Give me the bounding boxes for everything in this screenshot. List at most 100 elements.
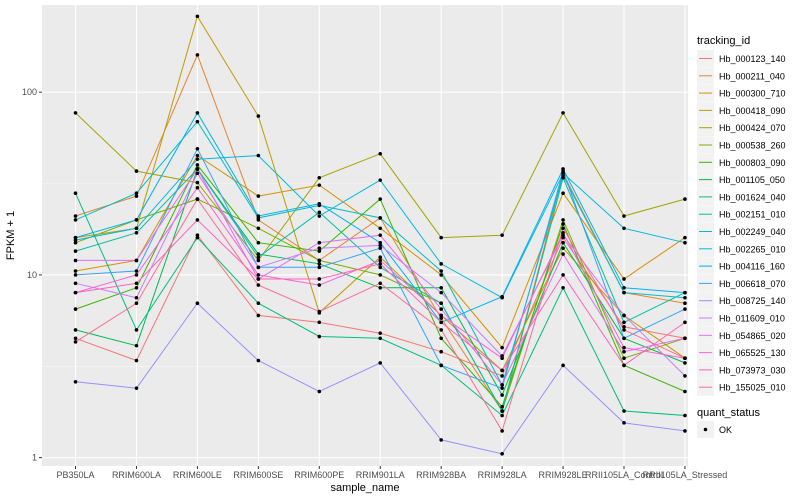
data-point <box>317 283 322 287</box>
data-point <box>256 358 261 363</box>
data-point <box>561 273 565 277</box>
data-point <box>561 231 565 235</box>
x-tick-label: RRIM928LA <box>478 470 527 480</box>
data-point <box>256 283 261 287</box>
x-tick-label: PB350LA <box>57 470 95 480</box>
data-point <box>378 286 383 290</box>
data-point <box>73 214 78 218</box>
data-point <box>317 320 322 325</box>
data-point <box>622 345 626 350</box>
legend-label: Hb_006618_070 <box>719 279 786 289</box>
legend-label: Hb_002151_010 <box>719 210 786 220</box>
data-point <box>73 240 78 245</box>
x-tick-label: RRIM600LE <box>173 470 222 480</box>
data-point <box>561 218 565 222</box>
data-point <box>500 294 504 299</box>
data-point <box>73 380 78 384</box>
data-point <box>134 358 139 363</box>
data-point <box>195 180 200 185</box>
legend-title: tracking_id <box>697 35 750 47</box>
data-point <box>195 197 200 201</box>
data-point <box>134 301 139 306</box>
data-point <box>317 389 322 394</box>
data-point <box>500 386 504 390</box>
x-tick-label: RRIM600SE <box>233 470 283 480</box>
data-point <box>73 111 78 115</box>
legend-label: Hb_155025_010 <box>719 383 786 393</box>
data-point <box>317 175 322 180</box>
data-point <box>622 328 626 332</box>
data-point <box>195 53 200 57</box>
data-point <box>256 214 261 218</box>
data-point <box>317 277 322 281</box>
data-point <box>622 336 626 341</box>
x-tick-label: RRIM600LA <box>112 470 161 480</box>
data-point <box>378 178 383 182</box>
data-point <box>256 240 261 245</box>
data-point <box>134 295 139 300</box>
data-point <box>622 313 626 318</box>
legend-label: Hb_000424_070 <box>719 123 786 133</box>
data-point <box>195 146 200 151</box>
data-point <box>73 235 78 240</box>
data-point <box>378 255 383 260</box>
legend-label: Hb_000418_090 <box>719 106 786 116</box>
data-point <box>73 269 78 273</box>
data-point <box>439 349 443 354</box>
data-point <box>195 157 200 161</box>
x-tick-label: RRIM928BA <box>416 470 466 480</box>
data-point <box>622 325 626 329</box>
data-point <box>317 214 322 218</box>
legend-label: Hb_065525_130 <box>719 348 786 358</box>
data-point <box>500 393 504 397</box>
data-point <box>439 273 443 277</box>
data-point <box>195 167 200 171</box>
data-point <box>439 328 443 332</box>
data-point <box>439 336 443 341</box>
data-point <box>134 273 139 277</box>
data-point <box>622 290 626 295</box>
data-point <box>683 307 687 311</box>
data-point <box>378 243 383 248</box>
x-axis: PB350LA RRIM600LA RRIM600LE RRIM600SE RRIM60… <box>57 466 727 480</box>
data-point <box>561 246 565 251</box>
data-point <box>683 361 687 365</box>
plot-panel <box>42 5 688 466</box>
data-point <box>73 281 78 286</box>
data-point <box>195 111 200 115</box>
data-point <box>561 222 565 226</box>
data-point <box>378 258 383 263</box>
data-point <box>73 290 78 295</box>
data-point <box>500 374 504 378</box>
data-point <box>439 235 443 240</box>
data-point <box>195 171 200 176</box>
data-point <box>317 334 322 339</box>
data-point <box>195 301 200 306</box>
data-point <box>500 368 504 373</box>
data-point <box>317 262 322 266</box>
data-point <box>378 265 383 270</box>
data-point <box>622 320 626 325</box>
data-point <box>439 320 443 325</box>
data-point <box>134 343 139 348</box>
data-point <box>256 114 261 118</box>
data-point <box>134 258 139 263</box>
y-axis: 1 10 100 <box>22 87 42 463</box>
legend-label: Hb_001624_040 <box>719 192 786 202</box>
data-point <box>73 328 78 332</box>
legend-label: Hb_008725_140 <box>719 296 786 306</box>
data-point <box>73 273 78 277</box>
data-point <box>500 345 504 350</box>
data-point <box>73 218 78 222</box>
data-point <box>256 301 261 306</box>
data-point <box>73 340 78 344</box>
data-point <box>378 361 383 365</box>
data-point <box>439 290 443 295</box>
data-point <box>561 169 565 173</box>
legend-point-icon <box>703 427 708 432</box>
data-point <box>73 249 78 253</box>
legend-label: Hb_004116_160 <box>719 262 785 272</box>
data-point <box>256 252 261 256</box>
legend-label: Hb_000300_710 <box>719 89 786 99</box>
data-point <box>195 185 200 190</box>
